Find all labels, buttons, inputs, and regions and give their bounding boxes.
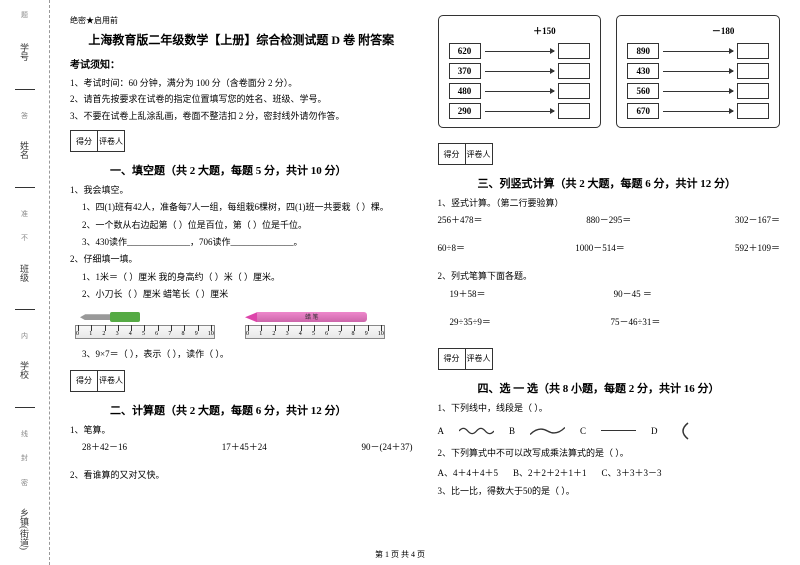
binding-label-id: 学号 bbox=[18, 43, 31, 61]
wave-icon bbox=[459, 425, 494, 437]
q2-2: 2、小刀长（ ）厘米 蜡笔长（ ）厘米 bbox=[82, 287, 413, 302]
s4-q2-opts: A、4＋4＋4＋5B、2＋2＋2＋1＋1C、3＋3＋3－3 bbox=[438, 466, 781, 479]
s3-row1: 256＋478＝880－295＝302－167＝ bbox=[438, 213, 781, 226]
score-box-4: 得分 评卷人 bbox=[438, 348, 492, 370]
answer-box[interactable] bbox=[558, 43, 590, 59]
left-column: 绝密★启用前 上海教育版二年级数学【上册】综合检测试题 D 卷 附答案 考试须知… bbox=[70, 15, 413, 550]
s2-q2: 2、看谁算的又对又快。 bbox=[70, 468, 413, 483]
score-cell: 得分 bbox=[70, 130, 98, 152]
content: 绝密★启用前 上海教育版二年级数学【上册】综合检测试题 D 卷 附答案 考试须知… bbox=[50, 0, 800, 565]
ruler-pencil: 蜡 笔 012345678910 bbox=[240, 307, 395, 342]
s4-q1: 1、下列线中，线段是（ ）。 bbox=[438, 401, 781, 416]
page-footer: 第 1 页 共 4 页 bbox=[375, 549, 425, 560]
score-box: 得分 评卷人 bbox=[70, 130, 124, 152]
s4-q2: 2、下列算式中不可以改写成乘法算式的是（ ）。 bbox=[438, 446, 781, 461]
s3-q2: 2、列式笔算下面各题。 bbox=[438, 269, 781, 284]
section-3-title: 三、列竖式计算（共 2 大题，每题 6 分，共计 12 分） bbox=[478, 175, 781, 191]
q2-3: 3、9×7＝（ ），表示（ ），读作（ ）。 bbox=[82, 347, 413, 362]
score-box-2: 得分 评卷人 bbox=[70, 370, 124, 392]
arrow-diagram: ＋150 620 370 480 290 －180 890 430 560 67… bbox=[438, 15, 781, 128]
arrow-group-1: ＋150 620 370 480 290 bbox=[438, 15, 602, 128]
exam-title: 上海教育版二年级数学【上册】综合检测试题 D 卷 附答案 bbox=[70, 31, 413, 48]
arrow-op-1: ＋150 bbox=[499, 24, 591, 37]
knife-icon bbox=[80, 312, 140, 322]
binding-label-town: 乡镇(街道) bbox=[18, 508, 31, 550]
q2: 2、仔细填一填。 bbox=[70, 252, 413, 267]
ruler-row: 012345678910 蜡 笔 012345678910 bbox=[70, 307, 413, 342]
s2-q1: 1、笔算。 bbox=[70, 423, 413, 438]
page: 题 学号 答 姓名 准 不 班级 内 学校 线 封 密 乡镇(街道) 绝密★启用… bbox=[0, 0, 800, 565]
binding-label-class: 班级 bbox=[18, 264, 31, 282]
binding-margin: 题 学号 答 姓名 准 不 班级 内 学校 线 封 密 乡镇(街道) bbox=[0, 0, 50, 565]
line-segment-icon bbox=[601, 430, 636, 431]
q1: 1、我会填空。 bbox=[70, 183, 413, 198]
notice-1: 1、考试时间：60 分钟，满分为 100 分（含卷面分 2 分）。 bbox=[70, 76, 413, 90]
binding-label-name: 姓名 bbox=[18, 141, 31, 159]
binding-label-school: 学校 bbox=[18, 361, 31, 379]
section-4-title: 四、选 一 选（共 8 小题，每题 2 分，共计 16 分） bbox=[478, 380, 781, 396]
grader-cell: 评卷人 bbox=[97, 130, 125, 152]
ruler-numbers: 012345678910 bbox=[75, 331, 215, 337]
s3-q1: 1、竖式计算。（第二行要验算） bbox=[438, 196, 781, 211]
q1-3: 3、430读作______________，706读作_____________… bbox=[82, 235, 413, 250]
pencil-icon: 蜡 笔 bbox=[245, 312, 375, 322]
notice-3: 3、不要在试卷上乱涂乱画，卷面不整洁扣 2 分，密封线外请勿作答。 bbox=[70, 109, 413, 123]
arrow-op-2: －180 bbox=[677, 24, 769, 37]
arc-icon bbox=[673, 421, 693, 441]
section-1-title: 一、填空题（共 2 大题，每题 5 分，共计 10 分） bbox=[110, 162, 413, 178]
ruler-knife: 012345678910 bbox=[70, 307, 225, 342]
q1-2: 2、一个数从右边起第（ ）位是百位，第（ ）位是千位。 bbox=[82, 218, 413, 233]
secret-label: 绝密★启用前 bbox=[70, 15, 413, 26]
s3-row2: 60÷8＝1000－514＝592＋109＝ bbox=[438, 241, 781, 254]
q1-1: 1、四(1)班有42人，准备每7人一组，每组栽6棵树，四(1)班一共要栽（ ）棵… bbox=[82, 200, 413, 215]
s4-q3: 3、比一比，得数大于50的是（ ）。 bbox=[438, 484, 781, 499]
section-2-title: 二、计算题（共 2 大题，每题 6 分，共计 12 分） bbox=[110, 402, 413, 418]
score-box-3: 得分 评卷人 bbox=[438, 143, 492, 165]
arrow-group-2: －180 890 430 560 670 bbox=[616, 15, 780, 128]
s2-calc-row: 28＋42－1617＋45＋2490－(24＋37) bbox=[82, 440, 413, 453]
s3-row3: 19＋58＝90－45 ＝ bbox=[450, 287, 781, 300]
curve-icon bbox=[530, 425, 565, 437]
notice-heading: 考试须知： bbox=[70, 56, 413, 71]
notice-2: 2、请首先按要求在试卷的指定位置填写您的姓名、班级、学号。 bbox=[70, 92, 413, 106]
q2-1: 1、1米＝（ ）厘米 我的身高约（ ）米（ ）厘米。 bbox=[82, 270, 413, 285]
arrow-icon bbox=[485, 51, 555, 52]
choice-row: A B C D bbox=[438, 421, 781, 441]
binding-line bbox=[15, 89, 35, 90]
binding-small: 题 bbox=[20, 10, 30, 21]
s3-row4: 29÷35÷9＝75－46÷31＝ bbox=[450, 315, 781, 328]
right-column: ＋150 620 370 480 290 －180 890 430 560 67… bbox=[438, 15, 781, 550]
